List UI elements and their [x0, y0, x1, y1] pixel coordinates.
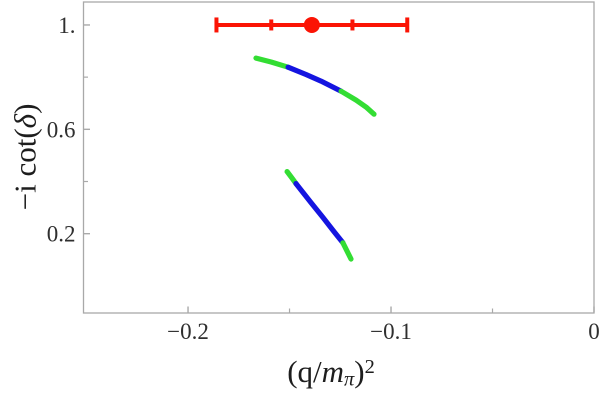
x-tick-label: −0.2	[167, 319, 209, 344]
y-tick-label: 1.	[58, 13, 75, 38]
y-axis-label-text: −i cot(	[7, 128, 43, 211]
x-tick-label: 0	[588, 319, 600, 344]
y-axis-label-close: )	[7, 103, 43, 114]
lower-branch-segment	[340, 240, 354, 262]
x-tick-label: −0.1	[370, 319, 412, 344]
upper-branch-segment	[338, 88, 377, 117]
x-axis-label: (q/mπ)2	[287, 356, 375, 390]
y-axis-label: −i cot(δ)	[7, 103, 43, 211]
data-point-marker	[303, 16, 320, 33]
lower-branch-segment	[293, 181, 346, 246]
x-axis-label-m: m	[321, 354, 345, 389]
y-tick-label: 0.6	[47, 117, 76, 142]
x-axis-label-exponent: 2	[364, 355, 375, 378]
upper-branch-segment	[285, 64, 344, 94]
upper-branch-segment	[253, 55, 291, 70]
y-axis-label-delta: δ	[7, 113, 43, 129]
x-axis-label-text: (q/	[287, 354, 322, 389]
x-axis-label-pi-subscript: π	[344, 368, 355, 391]
x-axis-label-close: )	[354, 354, 365, 389]
plot-frame	[82, 1, 595, 314]
y-tick-label: 0.2	[47, 222, 76, 247]
